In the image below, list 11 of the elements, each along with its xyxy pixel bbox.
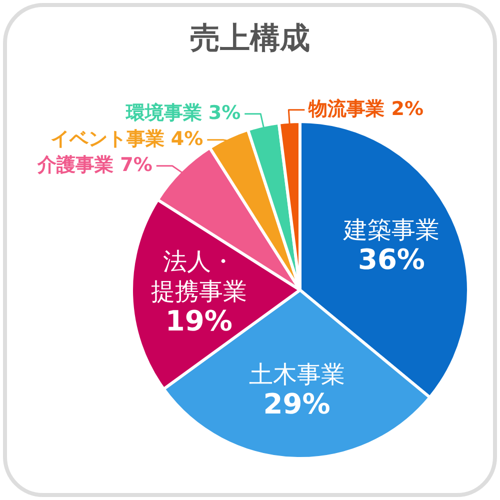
slice-label: 物流事業 2%	[308, 98, 424, 120]
slice-label: 介護事業 7%	[36, 154, 152, 176]
slice-label: 法人・提携事業	[150, 247, 247, 306]
data-label: 19%	[165, 304, 232, 338]
slice-label: 土木事業	[248, 360, 345, 388]
chart-title: 売上構成	[189, 20, 311, 58]
slice-label: 建築事業	[342, 216, 440, 244]
data-label: 29%	[263, 387, 330, 420]
slice-label: イベント事業 4%	[50, 128, 204, 150]
slice-label: 環境事業 3%	[124, 102, 241, 124]
data-label: 36%	[358, 243, 425, 276]
